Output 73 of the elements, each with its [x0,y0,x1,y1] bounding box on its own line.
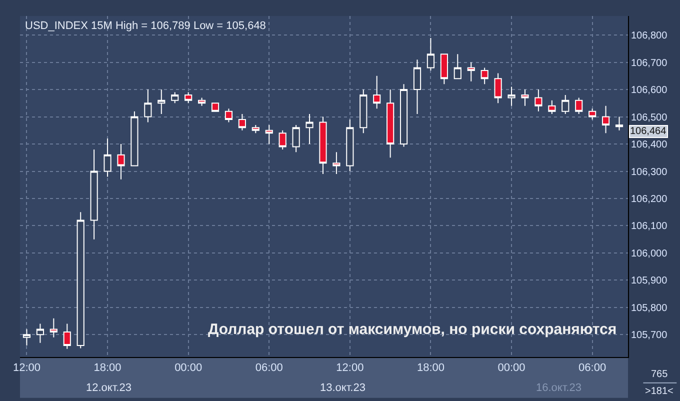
text: 765 [651,369,668,380]
candlestick [386,89,394,158]
y-tick-label: 106,400 [631,140,668,151]
candlestick [548,100,556,115]
text: 106,464 [630,126,667,137]
candlestick [158,89,166,115]
candlestick [90,148,98,240]
candlestick [171,92,179,104]
candlestick [252,124,260,134]
y-tick-label: 105,700 [631,330,668,342]
candlestick [400,84,408,148]
candlestick [292,124,300,153]
candlestick [63,323,71,350]
y-tick-label: 106,700 [631,58,668,69]
candlestick [454,54,462,80]
candlestick [319,116,327,174]
candlestick [360,89,368,134]
y-tick-label: 105,800 [631,302,668,314]
x-tick-label: 12:00 [336,362,364,374]
y-tick-label: 106,100 [631,221,668,232]
candlestick [117,144,125,180]
candlestick [238,114,246,131]
candlestick [373,75,381,110]
y-tick-label: 105,900 [631,276,668,287]
y-tick-label: 106,600 [631,85,668,96]
candlestick [440,54,448,85]
candlestick [36,323,44,344]
text: 12.окт.23 [86,382,132,394]
candlestick [426,38,435,71]
candlestick [306,114,314,145]
candlestick [332,152,340,174]
y-tick-label: 106,800 [631,30,668,42]
candlestick [413,59,422,115]
candlestick [104,138,112,178]
candlestick [562,94,570,115]
x-tick-label: 00:00 [174,362,202,374]
candlestick [521,89,529,106]
candlestick [575,97,583,115]
candlestick [198,97,206,106]
x-tick-label: 06:00 [578,362,606,374]
candlestick [508,86,516,106]
candlestick [224,108,233,123]
x-tick-label: 18:00 [94,362,122,374]
candlestick [480,67,488,85]
annotation: Доллар отошел от максимумов, но риски сохраняются [208,321,617,338]
chart-title: USD_INDEX 15M High = 106,789 Low = 105,648 [25,20,266,32]
candlestick [615,116,624,131]
candlestick [50,318,58,338]
x-tick-label: 00:00 [498,362,526,374]
x-tick-label: 12:00 [12,362,40,374]
candlestick [534,89,542,112]
candlestick [22,328,31,346]
candlestick [76,212,84,349]
text: 13.окт.23 [320,382,366,394]
x-tick-label: 18:00 [416,362,444,374]
candlestick [467,62,475,82]
x-tick-label: 06:00 [255,362,283,374]
candlestick [265,124,273,145]
y-tick-label: 106,000 [631,248,668,260]
candlestick [494,72,502,104]
candlestick [588,108,596,120]
text: >181< [645,386,674,397]
candlestick [346,119,354,172]
text: 16.окт.23 [536,382,582,394]
y-tick-label: 106,500 [631,112,668,124]
candlestick [211,102,220,112]
candlestick [184,92,192,104]
candlestick [144,89,152,123]
candlestick [130,110,138,166]
y-tick-label: 106,300 [631,166,668,178]
candlestick [602,105,610,134]
y-tick-label: 106,200 [631,194,668,205]
candlestick [278,130,286,150]
